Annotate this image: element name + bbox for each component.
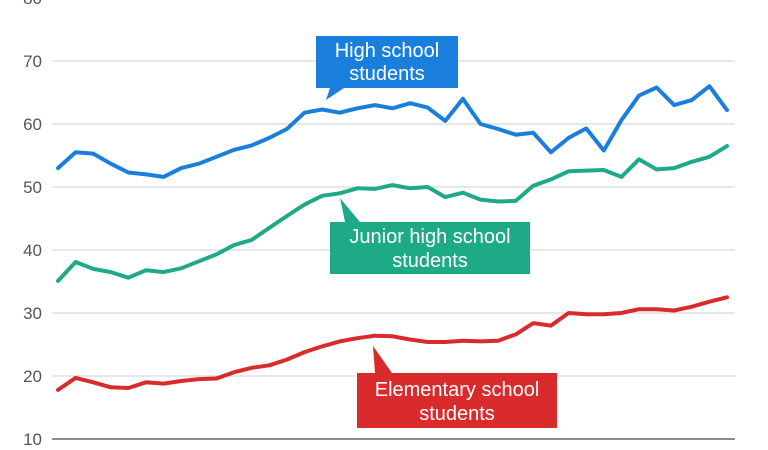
series-layer — [56, 84, 729, 392]
y-tick-label-20: 20 — [23, 367, 42, 386]
callout-box — [357, 373, 557, 428]
callout-box — [316, 36, 458, 88]
y-tick-label-50: 50 — [23, 178, 42, 197]
y-tick-label-10: 10 — [23, 430, 42, 449]
callout-pointer — [373, 346, 392, 373]
y-tick-label-30: 30 — [23, 304, 42, 323]
y-tick-label-40: 40 — [23, 241, 42, 260]
series-label-high-school-line-1: High school — [335, 40, 440, 62]
series-label-high-school-line-2: students — [349, 63, 425, 85]
y-tick-label-60: 60 — [23, 115, 42, 134]
series-label-junior-high-line-1: Junior high school — [349, 226, 510, 248]
y-tick-label-70: 70 — [23, 52, 42, 71]
series-label-elementary-line-1: Elementary school — [375, 379, 540, 401]
series-line-junior-high — [56, 144, 729, 283]
series-line-elementary — [56, 295, 729, 392]
series-label-junior-high-line-2: students — [392, 250, 468, 272]
callout-pointer — [340, 198, 360, 222]
callout-box — [330, 222, 530, 274]
callout-pointer — [326, 88, 344, 100]
y-tick-labels: 10 20 30 40 50 60 70 80 — [23, 0, 42, 449]
series-label-elementary-line-2: students — [419, 403, 495, 425]
y-tick-label-80: 80 — [23, 0, 42, 8]
series-line-high-school — [56, 84, 729, 179]
